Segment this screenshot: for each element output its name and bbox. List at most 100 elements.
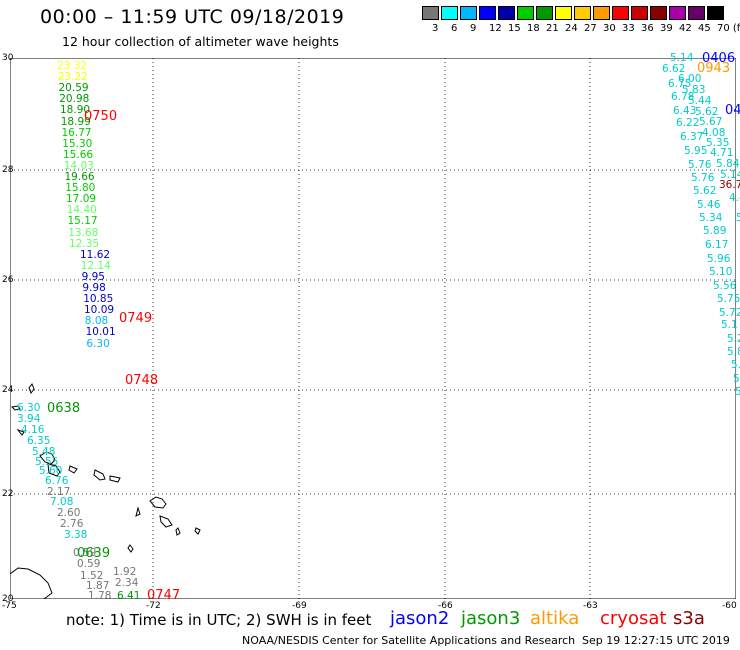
scale-label: 33 xyxy=(622,23,635,34)
wave-height-value: 6.75 xyxy=(668,78,692,90)
scale-label: 45 xyxy=(698,23,711,34)
wave-height-value: 6.43 xyxy=(673,105,697,117)
longitude-label: -72 xyxy=(146,601,161,611)
pass-time-tag: 0749 xyxy=(119,311,153,326)
wave-height-value: 5 xyxy=(736,212,740,224)
wave-height-value: 6.78 xyxy=(671,91,695,103)
wave-height-value: 0.59 xyxy=(73,547,97,559)
wave-height-value: 2.60 xyxy=(57,507,81,519)
wave-height-value: 1.87 xyxy=(86,580,110,592)
credit-line: NOAA/NESDIS Center for Satellite Applica… xyxy=(242,634,576,647)
satellite-legend-altika: altika xyxy=(530,608,580,629)
scale-swatch xyxy=(460,6,477,20)
latitude-label: 26 xyxy=(2,275,14,285)
longitude-label: -75 xyxy=(2,601,17,611)
graticule xyxy=(10,58,736,599)
wave-height-value: 5.96 xyxy=(707,253,731,265)
wave-height-value: 5.62 xyxy=(693,185,717,197)
wave-height-value: 10.01 xyxy=(85,326,116,339)
wave-height-value: 6.62 xyxy=(662,63,686,75)
wave-height-value: 5.14 xyxy=(670,52,694,64)
wave-height-value: 8.08 xyxy=(84,315,109,328)
chart-title: 00:00 – 11:59 UTC 09/18/2019 xyxy=(40,6,345,28)
longitude-label: -66 xyxy=(438,601,453,611)
wave-height-value: 6.76 xyxy=(45,475,69,487)
wave-height-value: 5.95 xyxy=(684,145,708,157)
longitude-label: -63 xyxy=(583,601,598,611)
wave-height-value: 5.48 xyxy=(32,446,56,458)
generation-timestamp: Sep 19 12:27:15 UTC 2019 xyxy=(582,634,730,647)
scale-swatch xyxy=(593,6,610,20)
wave-height-value: 15.80 xyxy=(65,182,96,195)
wave-height-value: 18.99 xyxy=(60,115,91,128)
scale-swatch xyxy=(688,6,705,20)
pass-time-tag: 0747 xyxy=(147,588,181,603)
wave-height-value: 5.75 xyxy=(717,293,740,305)
scale-label: 3 xyxy=(432,23,439,34)
scale-swatch xyxy=(555,6,572,20)
scale-swatch xyxy=(479,6,496,20)
satellite-legend-jason3: jason3 xyxy=(461,608,521,629)
latitude-label: 20 xyxy=(2,594,14,604)
scale-swatch xyxy=(536,6,553,20)
pass-time-tag: 0750 xyxy=(84,109,118,124)
scale-swatch xyxy=(669,6,686,20)
scale-label: 21 xyxy=(546,23,559,34)
latitude-label: 30 xyxy=(2,53,14,63)
wave-height-value: 6.17 xyxy=(705,239,729,251)
wave-height-value: 5.72 xyxy=(719,307,740,319)
wave-height-value: 7.08 xyxy=(50,496,74,508)
wave-height-value: 1.78 xyxy=(88,590,112,602)
scale-swatch xyxy=(650,6,667,20)
scale-label: 42 xyxy=(679,23,692,34)
scale-swatch xyxy=(574,6,591,20)
wave-height-value: 10.85 xyxy=(83,293,114,306)
pass-time-tag: 0639 xyxy=(77,546,111,561)
wave-height-value: 3.94 xyxy=(17,413,41,425)
pass-time-tag: 0943 xyxy=(697,61,731,76)
wave-height-value: 5.56 xyxy=(713,280,737,292)
pass-time-tag: 04 xyxy=(725,103,740,118)
wave-height-value: 6.00 xyxy=(678,73,702,85)
wave-height-value: 6.41 xyxy=(117,590,141,602)
wave-height-value: 20.98 xyxy=(59,93,90,106)
wave-height-value: 11.62 xyxy=(80,248,111,261)
scale-swatch xyxy=(631,6,648,20)
scale-swatch xyxy=(517,6,534,20)
wave-height-value: 5.76 xyxy=(691,172,715,184)
wave-height-value: 4.4 xyxy=(729,192,740,204)
satellite-legend-s3a: s3a xyxy=(673,608,705,629)
scale-label: 15 xyxy=(508,23,521,34)
map-plot-area xyxy=(10,58,736,599)
wave-height-value: 6.35 xyxy=(27,435,51,447)
wave-height-value: 17.09 xyxy=(66,193,97,206)
wave-height-value: 6.22 xyxy=(676,117,700,129)
wave-height-value: 5.8 xyxy=(727,346,740,358)
longitude-label: -69 xyxy=(292,601,307,611)
scale-label: 36 xyxy=(641,23,654,34)
wave-height-value: 5.84 xyxy=(716,158,740,170)
wave-height-value: 19.66 xyxy=(64,171,95,183)
wave-height-value: 5.83 xyxy=(682,84,706,96)
wave-height-value: 6.37 xyxy=(680,131,704,143)
wave-height-value: 15.66 xyxy=(63,148,94,161)
scale-label: 24 xyxy=(565,23,578,34)
wave-height-value: 5.35 xyxy=(706,137,730,149)
wave-height-value: 5.89 xyxy=(703,225,727,237)
wave-height-value: 9.95 xyxy=(81,270,105,283)
wave-height-value: 4.08 xyxy=(702,127,726,139)
wave-height-value: 36.7 xyxy=(719,179,740,191)
scale-swatch xyxy=(422,6,439,20)
wave-height-value: 5.76 xyxy=(688,159,712,171)
chart-subtitle: 12 hour collection of altimeter wave hei… xyxy=(62,34,339,49)
map-canvas xyxy=(10,58,736,599)
wave-height-value: 5.44 xyxy=(688,95,712,107)
wave-height-value: 2.76 xyxy=(60,518,84,530)
pass-time-tag: 0406 xyxy=(702,51,736,66)
wave-height-value: 13.68 xyxy=(68,226,99,239)
wave-height-value: 15.30 xyxy=(62,137,93,150)
wave-height-value: 5.46 xyxy=(697,199,721,211)
wave-height-value: 5.34 xyxy=(699,212,723,224)
wave-height-value: 6.30 xyxy=(17,402,41,414)
wave-height-value: 4.71 xyxy=(710,147,734,159)
